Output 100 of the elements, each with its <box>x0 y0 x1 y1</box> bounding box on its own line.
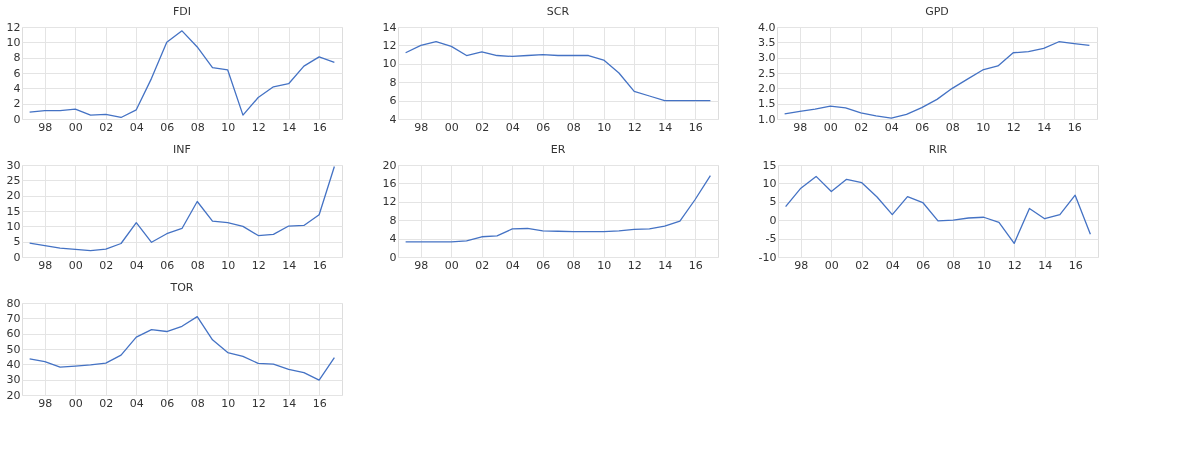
x-tick-label: 10 <box>977 258 992 272</box>
y-tick-label: 25 <box>6 173 21 187</box>
x-tick-label: 10 <box>221 120 236 134</box>
y-tick-label: 40 <box>6 357 21 371</box>
x-tick-label: 10 <box>597 258 612 272</box>
x-tick-label: 98 <box>414 258 429 272</box>
x-tick-label: 08 <box>566 258 581 272</box>
y-tick-label: -5 <box>765 232 777 246</box>
x-tick-label: 04 <box>129 258 144 272</box>
line-series <box>28 316 336 381</box>
y-tick-label: 16 <box>382 176 397 190</box>
x-tick-label: 98 <box>414 120 429 134</box>
x-tick-label: 06 <box>536 258 551 272</box>
y-tick-label: 2 <box>13 97 21 111</box>
x-tick-label: 08 <box>190 120 205 134</box>
x-tick-label: 14 <box>1038 258 1053 272</box>
x-tick-label: 14 <box>1037 120 1052 134</box>
x-tick-label: 06 <box>160 120 175 134</box>
chart-title: GPD <box>925 5 949 18</box>
x-tick-label: 16 <box>312 396 327 410</box>
y-tick-label: 0 <box>13 112 21 126</box>
x-tick-label: 02 <box>854 120 869 134</box>
x-tick-label: 10 <box>976 120 991 134</box>
y-tick-label: 12 <box>382 195 397 209</box>
x-tick-label: 10 <box>597 120 612 134</box>
y-tick-label: 70 <box>6 311 21 325</box>
y-tick-label: 30 <box>6 158 21 172</box>
line-series <box>28 30 336 119</box>
y-tick-label: 3.0 <box>758 51 776 65</box>
x-tick-label: 02 <box>475 258 490 272</box>
x-tick-label: 10 <box>221 258 236 272</box>
y-tick-label: 2.5 <box>758 66 776 80</box>
y-tick-label: 20 <box>6 388 21 402</box>
x-tick-label: 00 <box>824 258 839 272</box>
y-tick-label: 10 <box>382 57 397 71</box>
x-tick-label: 16 <box>1068 258 1083 272</box>
y-tick-label: 2.0 <box>758 81 776 95</box>
x-tick-label: 98 <box>38 396 53 410</box>
x-tick-label: 08 <box>945 120 960 134</box>
y-tick-label: 1.5 <box>758 97 776 111</box>
chart-title: FDI <box>172 5 192 18</box>
y-tick-label: 15 <box>6 204 21 218</box>
x-tick-label: 02 <box>99 120 114 134</box>
y-tick-label: 20 <box>6 189 21 203</box>
x-tick-label: 04 <box>129 120 144 134</box>
x-tick-label: 00 <box>68 396 83 410</box>
x-tick-label: 16 <box>312 120 327 134</box>
y-tick-label: 60 <box>6 327 21 341</box>
x-tick-label: 02 <box>855 258 870 272</box>
x-tick-label: 06 <box>915 120 930 134</box>
x-tick-label: 12 <box>251 396 266 410</box>
x-tick-label: 08 <box>190 258 205 272</box>
y-tick-label: 8 <box>389 213 397 227</box>
y-tick-label: 3.5 <box>758 35 776 49</box>
x-tick-label: 16 <box>688 120 703 134</box>
y-tick-label: 10 <box>6 35 21 49</box>
x-tick-label: 06 <box>160 396 175 410</box>
x-tick-label: 04 <box>505 120 520 134</box>
x-tick-label: 04 <box>885 258 900 272</box>
y-tick-label: 6 <box>13 66 21 80</box>
y-tick-label: 20 <box>382 158 397 172</box>
x-tick-label: 98 <box>38 120 53 134</box>
y-tick-label: 15 <box>762 158 777 172</box>
y-tick-label: 4 <box>13 81 21 95</box>
x-tick-label: 02 <box>475 120 490 134</box>
x-tick-label: 12 <box>627 120 642 134</box>
y-tick-label: 30 <box>6 373 21 387</box>
line-series <box>404 174 712 243</box>
y-tick-label: 8 <box>13 51 21 65</box>
y-tick-label: 0 <box>769 213 777 227</box>
y-tick-label: 4 <box>389 112 397 126</box>
chart-title: SCR <box>546 5 570 18</box>
y-tick-label: 6 <box>389 94 397 108</box>
chart-title: ER <box>550 143 566 156</box>
x-tick-label: 10 <box>221 396 236 410</box>
line-series <box>404 41 712 102</box>
chart-title: INF <box>173 143 191 156</box>
x-tick-label: 14 <box>282 258 297 272</box>
x-tick-label: 00 <box>68 258 83 272</box>
x-tick-label: 98 <box>793 120 808 134</box>
y-tick-label: 80 <box>6 296 21 310</box>
line-series <box>783 41 1091 119</box>
x-tick-label: 16 <box>312 258 327 272</box>
x-tick-label: 04 <box>505 258 520 272</box>
x-tick-label: 12 <box>251 120 266 134</box>
x-tick-label: 08 <box>190 396 205 410</box>
y-tick-label: 12 <box>6 20 21 34</box>
y-tick-label: 12 <box>382 38 397 52</box>
x-tick-label: 06 <box>916 258 931 272</box>
x-tick-label: 02 <box>99 396 114 410</box>
x-tick-label: 16 <box>688 258 703 272</box>
y-tick-label: 8 <box>389 75 397 89</box>
y-tick-label: 4.0 <box>758 20 776 34</box>
y-tick-label: 50 <box>6 342 21 356</box>
x-tick-label: 00 <box>444 258 459 272</box>
x-tick-label: 12 <box>1007 258 1022 272</box>
y-tick-label: 10 <box>762 176 777 190</box>
x-tick-label: 12 <box>627 258 642 272</box>
x-tick-label: 98 <box>794 258 809 272</box>
x-tick-label: 14 <box>658 258 673 272</box>
